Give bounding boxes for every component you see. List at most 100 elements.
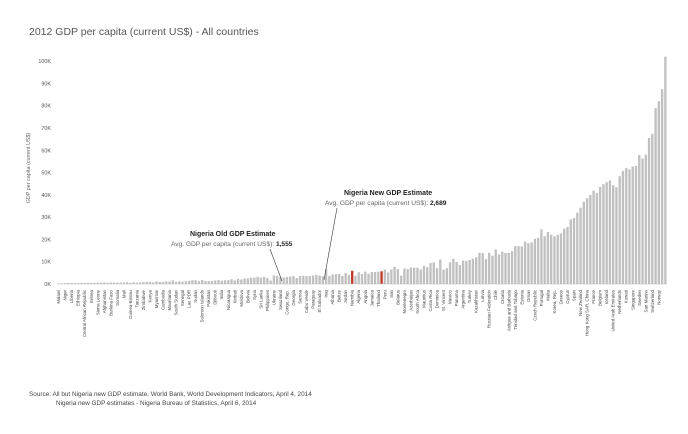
bar bbox=[576, 212, 579, 284]
x-tick-label: Costa Rica bbox=[428, 289, 433, 311]
bar bbox=[256, 276, 259, 284]
bar bbox=[135, 282, 139, 284]
bar bbox=[416, 267, 419, 284]
bar bbox=[272, 275, 276, 284]
x-tick-label: Spain bbox=[572, 289, 577, 301]
bar bbox=[119, 282, 122, 284]
x-tick-label: Antigua and Barbuda bbox=[506, 289, 511, 331]
x-tick-label: Oman bbox=[526, 289, 531, 302]
x-tick-label: Eritrea bbox=[89, 289, 94, 302]
annotation-new-estimate: Nigeria New GDP Estimate Avg. GDP per ca… bbox=[323, 190, 447, 281]
bar bbox=[439, 259, 442, 284]
bar bbox=[448, 262, 452, 284]
bar bbox=[269, 280, 272, 284]
bar bbox=[63, 283, 67, 284]
annotation-new-leader bbox=[323, 207, 338, 281]
x-tick-label: Sudan bbox=[193, 289, 198, 302]
x-tick-label: Thailand bbox=[376, 289, 381, 306]
bar bbox=[210, 280, 214, 284]
bar bbox=[370, 271, 373, 284]
x-tick-label: Belgium bbox=[598, 290, 603, 306]
x-tick-label: Cyprus bbox=[565, 289, 570, 304]
bar bbox=[298, 275, 302, 284]
x-tick-label: Tanzania bbox=[134, 289, 139, 307]
x-tick-label: Myanmar bbox=[154, 289, 159, 308]
bar bbox=[429, 263, 432, 284]
bar bbox=[494, 249, 497, 284]
bar bbox=[60, 283, 64, 284]
y-axis: 0K 10K 20K 30K 40K 50K 60K 70K 80K 90K 100K bbox=[38, 59, 51, 288]
bar bbox=[533, 238, 537, 284]
bar bbox=[569, 219, 572, 284]
bar bbox=[465, 260, 468, 284]
bar bbox=[546, 232, 550, 284]
bar bbox=[331, 274, 334, 284]
y-tick-label: 70K bbox=[41, 126, 51, 132]
bar bbox=[406, 269, 409, 284]
bar bbox=[112, 282, 116, 284]
bar bbox=[279, 277, 282, 284]
annotation-new-value: 2,689 bbox=[430, 200, 447, 207]
bar bbox=[563, 228, 566, 284]
x-tick-label: Norway bbox=[656, 289, 661, 305]
bar bbox=[647, 138, 651, 284]
x-tick-label: Kenya bbox=[147, 289, 152, 302]
x-tick-label: Peru bbox=[382, 289, 387, 299]
bar bbox=[165, 281, 168, 284]
annotation-old-estimate: Nigeria Old GDP Estimate Avg. GDP per ca… bbox=[171, 231, 293, 282]
x-tick-label: Lao PDR bbox=[187, 290, 192, 308]
bar bbox=[204, 281, 207, 284]
bar bbox=[302, 275, 305, 284]
x-tick-label: Liberia bbox=[69, 289, 74, 303]
bar bbox=[187, 280, 191, 284]
x-tick-label: Greece bbox=[558, 289, 563, 304]
bar bbox=[373, 271, 377, 284]
bar bbox=[259, 277, 263, 284]
bar bbox=[197, 281, 201, 284]
bar bbox=[442, 269, 445, 284]
x-tick-label: Pakistan bbox=[206, 289, 211, 306]
x-tick-label: Portugal bbox=[539, 290, 544, 306]
bar bbox=[161, 281, 165, 284]
bar bbox=[550, 234, 553, 284]
bar bbox=[337, 273, 341, 284]
bar bbox=[223, 280, 227, 284]
bar bbox=[276, 276, 279, 284]
bar bbox=[510, 251, 514, 284]
x-tick-label: Montenegro bbox=[402, 289, 407, 313]
bar bbox=[152, 282, 155, 284]
x-tick-label: Nicaragua bbox=[226, 289, 231, 310]
bar bbox=[517, 246, 520, 284]
x-tick-label: Central African Republic bbox=[82, 289, 87, 337]
x-tick-label: Samoa bbox=[298, 289, 303, 303]
bar bbox=[233, 280, 236, 284]
bar bbox=[419, 269, 422, 284]
bar bbox=[354, 275, 357, 284]
bar bbox=[328, 275, 331, 284]
x-tick-label: Senegal bbox=[180, 290, 185, 306]
bar bbox=[262, 277, 266, 284]
bar bbox=[240, 279, 243, 284]
x-tick-label: Kazakhstan bbox=[474, 289, 479, 313]
y-tick-label: 60K bbox=[41, 148, 51, 154]
x-tick-label: Panama bbox=[454, 289, 459, 306]
bar bbox=[367, 273, 370, 284]
bar bbox=[475, 257, 478, 284]
x-tick-label: Jordan bbox=[343, 289, 348, 303]
bar bbox=[585, 198, 589, 284]
bar bbox=[116, 282, 119, 284]
bar bbox=[99, 282, 103, 284]
bar bbox=[253, 277, 256, 284]
bar bbox=[383, 269, 387, 284]
x-tick-label: Singapore bbox=[630, 289, 635, 310]
bar bbox=[227, 280, 230, 284]
bar bbox=[553, 236, 556, 284]
x-tick-label: Algeria bbox=[356, 289, 361, 303]
bar bbox=[93, 282, 96, 284]
x-tick-label: Switzerland bbox=[650, 289, 655, 312]
x-tick-label: Mali bbox=[121, 290, 126, 298]
bar bbox=[266, 278, 269, 284]
bar bbox=[478, 252, 481, 284]
bar bbox=[455, 261, 458, 284]
bar bbox=[360, 273, 364, 284]
